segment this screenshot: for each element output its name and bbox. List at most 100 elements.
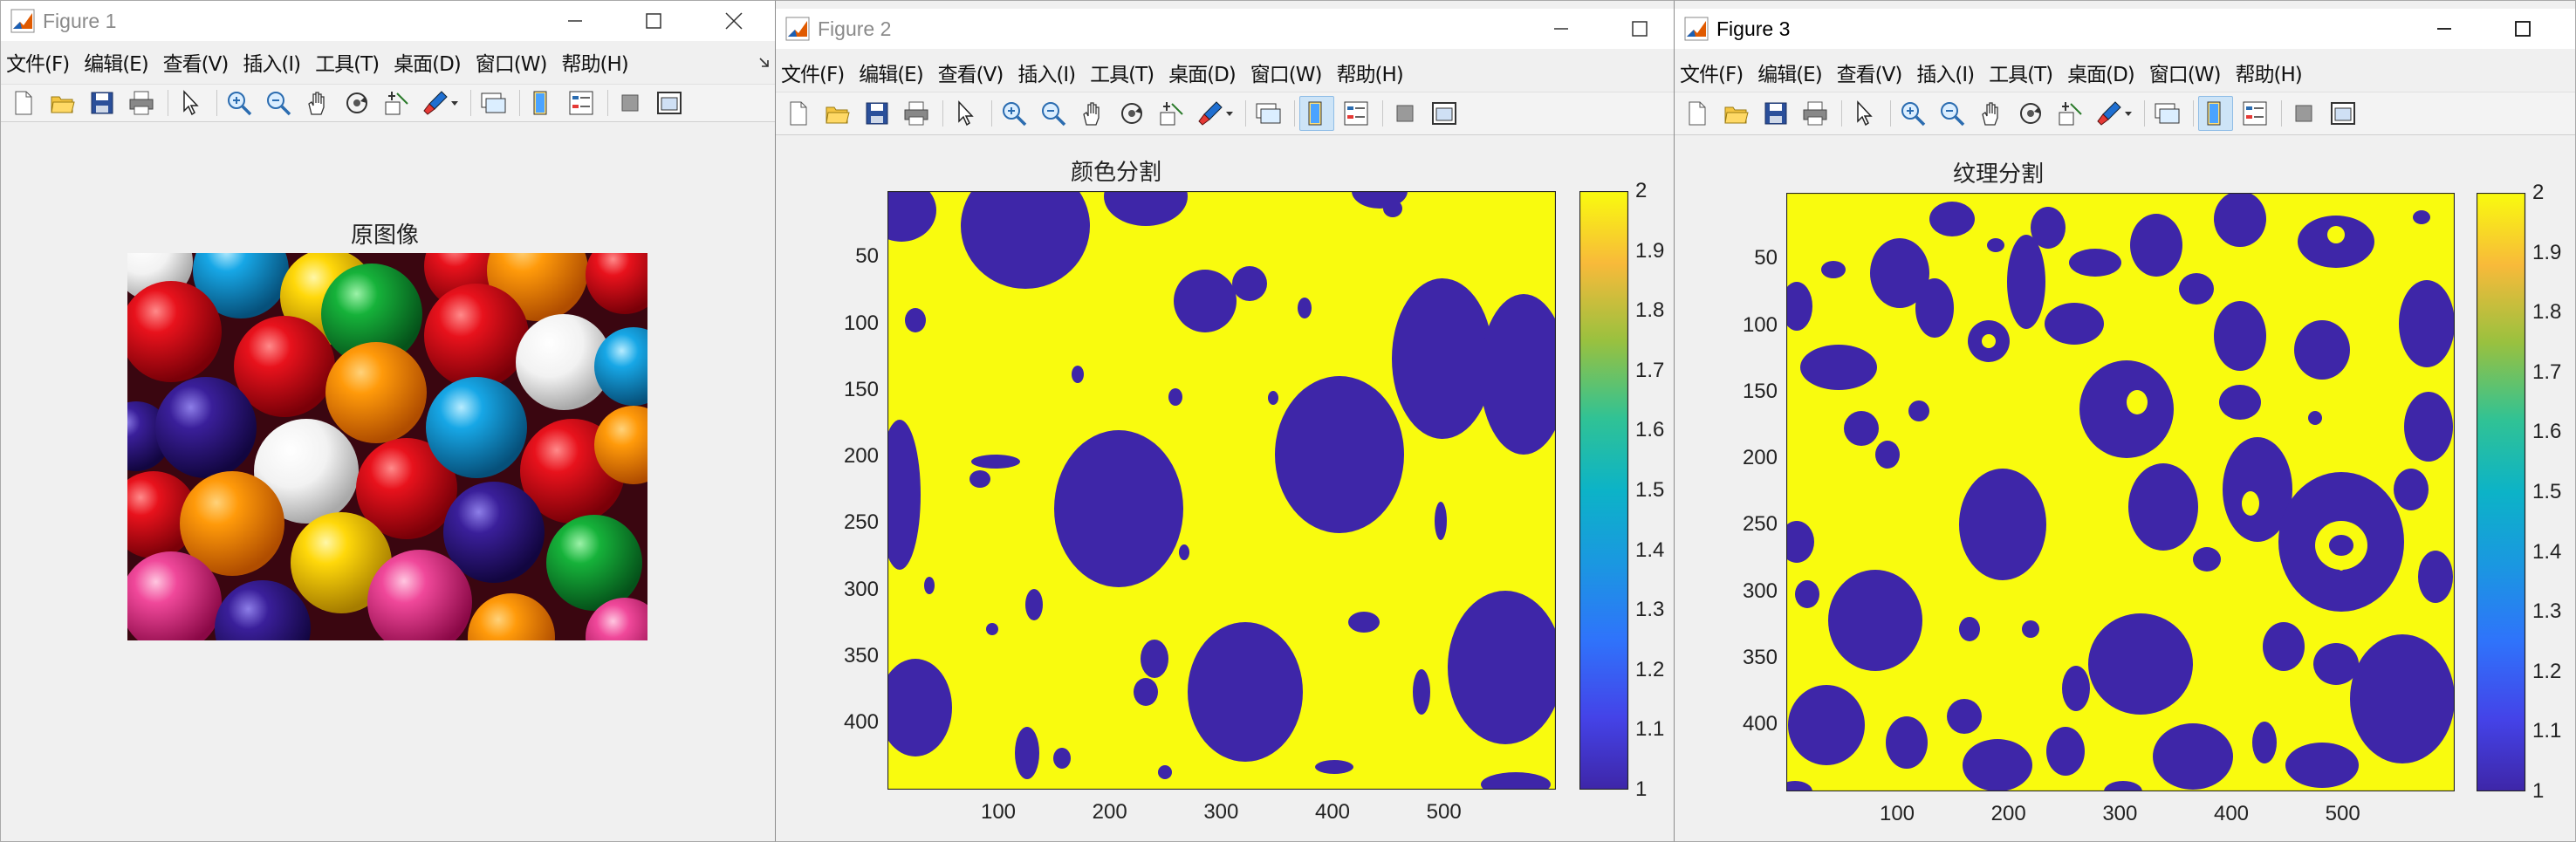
pointer-button[interactable]: [1846, 96, 1881, 131]
menu-window[interactable]: 窗口(W): [475, 53, 548, 76]
menu-insert[interactable]: 插入(I): [1916, 64, 1975, 86]
pointer-button[interactable]: [948, 96, 983, 131]
zoom-out-button[interactable]: [261, 86, 296, 120]
link-plot-button[interactable]: [1250, 96, 1285, 131]
menu-edit[interactable]: 编辑(E): [1757, 64, 1822, 86]
open-folder-button[interactable]: [820, 96, 855, 131]
pan-hand-button[interactable]: [1075, 96, 1110, 131]
pointer-button[interactable]: [173, 86, 208, 120]
pointer-icon: [183, 90, 199, 116]
menu-view[interactable]: 查看(V): [162, 53, 230, 76]
menu-desktop[interactable]: 桌面(D): [1168, 64, 1237, 86]
dropdown-arrow-icon[interactable]: [450, 88, 459, 118]
data-cursor-icon: [1160, 102, 1183, 126]
hide-plot-tools-button[interactable]: [1387, 96, 1422, 131]
menu-file[interactable]: 文件(F): [781, 64, 845, 86]
minimize-button[interactable]: [549, 1, 601, 41]
data-cursor-button[interactable]: [2052, 96, 2087, 131]
rotate-3d-button[interactable]: [1114, 96, 1149, 131]
menu-help[interactable]: 帮助(H): [561, 53, 628, 76]
menu-file[interactable]: 文件(F): [6, 53, 70, 76]
dropdown-arrow-icon[interactable]: [1225, 99, 1234, 128]
minimize-button[interactable]: [2418, 9, 2470, 49]
print-button[interactable]: [124, 86, 159, 120]
figure-2-titlebar[interactable]: Figure 2: [776, 9, 1675, 49]
zoom-in-button[interactable]: [997, 96, 1031, 131]
brush-button[interactable]: [418, 86, 462, 120]
pan-hand-button[interactable]: [300, 86, 335, 120]
zoom-in-button[interactable]: [222, 86, 257, 120]
new-file-button[interactable]: [1680, 96, 1715, 131]
toolbar-separator: [519, 90, 520, 116]
menu-view[interactable]: 查看(V): [937, 64, 1004, 86]
menu-window[interactable]: 窗口(W): [1250, 64, 1323, 86]
figure-3-titlebar[interactable]: Figure 3: [1675, 9, 2575, 49]
maximize-button[interactable]: [2497, 9, 2549, 49]
menu-desktop[interactable]: 桌面(D): [2067, 64, 2135, 86]
holes: [1982, 226, 2367, 571]
menu-help[interactable]: 帮助(H): [1336, 64, 1403, 86]
hide-plot-tools-button[interactable]: [613, 86, 647, 120]
save-button[interactable]: [1758, 96, 1793, 131]
hide-plot-tools-button[interactable]: [2286, 96, 2321, 131]
zoom-out-button[interactable]: [1935, 96, 1970, 131]
colorbar-button[interactable]: [524, 86, 559, 120]
menu-tools[interactable]: 工具(T): [315, 53, 380, 76]
show-plot-tools-button[interactable]: [652, 86, 687, 120]
print-button[interactable]: [1798, 96, 1833, 131]
dock-arrow-icon[interactable]: [758, 57, 771, 69]
menu-edit[interactable]: 编辑(E): [859, 64, 923, 86]
colorbar-button[interactable]: [1299, 96, 1334, 131]
zoom-in-icon: [1003, 102, 1027, 127]
rotate-3d-button[interactable]: [2013, 96, 2048, 131]
zoom-in-button[interactable]: [1895, 96, 1930, 131]
data-cursor-button[interactable]: [379, 86, 414, 120]
show-plot-tools-button[interactable]: [2326, 96, 2360, 131]
link-plot-button[interactable]: [2149, 96, 2184, 131]
save-button[interactable]: [85, 86, 120, 120]
pan-hand-icon: [1083, 102, 1100, 126]
x-tick-label: 100: [980, 800, 1017, 824]
brush-button[interactable]: [1193, 96, 1237, 131]
new-file-button[interactable]: [781, 96, 816, 131]
maximize-button[interactable]: [1613, 9, 1666, 49]
menu-view[interactable]: 查看(V): [1836, 64, 1903, 86]
pan-hand-button[interactable]: [1974, 96, 2009, 131]
brush-button[interactable]: [2092, 96, 2135, 131]
zoom-out-button[interactable]: [1036, 96, 1071, 131]
minimize-button[interactable]: [1535, 9, 1587, 49]
legend-button[interactable]: [1339, 96, 1374, 131]
maximize-button[interactable]: [627, 1, 680, 41]
colorbar-icon: [533, 91, 547, 115]
link-plot-button[interactable]: [476, 86, 510, 120]
data-cursor-button[interactable]: [1154, 96, 1189, 131]
menu-bar: 文件(F) 编辑(E) 查看(V) 插入(I) 工具(T) 桌面(D) 窗口(W…: [1, 46, 776, 78]
close-button[interactable]: [708, 1, 760, 41]
open-folder-button[interactable]: [45, 86, 80, 120]
menu-insert[interactable]: 插入(I): [243, 53, 301, 76]
menu-tools[interactable]: 工具(T): [1989, 64, 2053, 86]
menu-insert[interactable]: 插入(I): [1017, 64, 1076, 86]
menu-window[interactable]: 窗口(W): [2148, 64, 2222, 86]
menu-desktop[interactable]: 桌面(D): [394, 53, 462, 76]
show-plot-tools-button[interactable]: [1427, 96, 1462, 131]
y-tick-label: 350: [843, 643, 879, 667]
save-icon: [866, 102, 888, 125]
menu-tools[interactable]: 工具(T): [1090, 64, 1154, 86]
open-folder-button[interactable]: [1719, 96, 1754, 131]
menu-file[interactable]: 文件(F): [1680, 64, 1744, 86]
save-button[interactable]: [860, 96, 894, 131]
legend-button[interactable]: [564, 86, 599, 120]
print-button[interactable]: [899, 96, 934, 131]
menu-edit[interactable]: 编辑(E): [84, 53, 148, 76]
y-tick-label: 300: [843, 577, 879, 601]
colorbar-button[interactable]: [2198, 96, 2233, 131]
menu-help[interactable]: 帮助(H): [2235, 64, 2302, 86]
rotate-3d-button[interactable]: [339, 86, 374, 120]
legend-button[interactable]: [2237, 96, 2272, 131]
new-file-button[interactable]: [6, 86, 41, 120]
figure-1-titlebar[interactable]: Figure 1: [1, 1, 776, 41]
dropdown-arrow-icon[interactable]: [2124, 99, 2133, 128]
link-plot-icon: [1256, 103, 1281, 124]
colorbar-tick-label: 1.4: [2532, 539, 2562, 564]
